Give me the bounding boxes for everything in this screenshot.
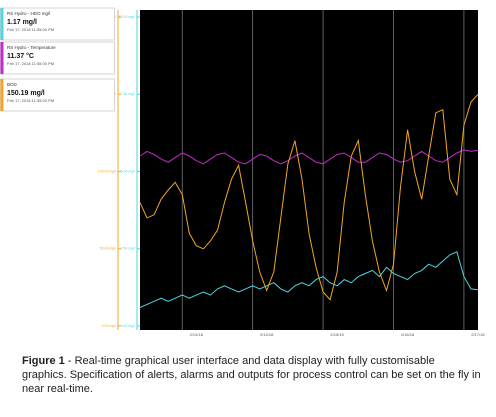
x-tick-label: 2/17/18 xyxy=(471,332,485,337)
x-tick-label: 2/15/18 xyxy=(330,332,344,337)
y2-tick-label: 7.50 mg/l xyxy=(121,92,136,96)
legend-card xyxy=(0,78,115,112)
y2-tick-label: 5.00 mg/l xyxy=(121,169,136,173)
y-tick-label: 50.00 mg/l xyxy=(100,247,117,251)
y2-tick-label: 2.50 mg/l xyxy=(121,247,136,251)
x-tick-label: 2/16/18 xyxy=(401,332,415,337)
series-line xyxy=(139,93,479,301)
caption-text: - Real-time graphical user interface and… xyxy=(22,355,481,395)
caption-label: Figure 1 xyxy=(22,355,65,367)
y-tick-label: 0.00 mg/l xyxy=(102,324,117,328)
legend-value: 11.37 °C xyxy=(7,52,34,60)
legend-swatch xyxy=(0,8,4,40)
legend-time: Feb 17, 2018 11:55:00 PM xyxy=(7,27,54,32)
legend-card xyxy=(0,7,115,41)
caption: Figure 1 - Real-time graphical user inte… xyxy=(22,354,482,396)
series-line xyxy=(139,251,479,308)
y-tick-label: 100.00 mg/l xyxy=(98,169,117,173)
plot-area xyxy=(140,10,478,330)
series-line xyxy=(139,149,479,165)
y2-tick-label: 10.00 mg/l xyxy=(119,15,136,19)
y2-tick-label: 0.00 mg/l xyxy=(121,324,136,328)
x-tick-label: 2/14/18 xyxy=(260,332,274,337)
x-tick-label: 2/13/18 xyxy=(190,332,204,337)
legend-swatch xyxy=(0,79,4,111)
legend-value: 1.17 mg/l xyxy=(7,19,37,26)
legend-swatch xyxy=(0,42,4,74)
legend-card xyxy=(0,41,115,75)
legend-name: RS Hydro - Temperature xyxy=(7,45,56,50)
legend-value: 150.19 mg/l xyxy=(7,90,45,97)
legend-name: BOD xyxy=(7,82,18,87)
legend-time: Feb 17, 2018 11:55:00 PM xyxy=(7,61,54,66)
legend-time: Feb 17, 2018 11:55:00 PM xyxy=(7,98,54,103)
legend-name: RS Hydro - HDO mg/l xyxy=(7,11,50,16)
